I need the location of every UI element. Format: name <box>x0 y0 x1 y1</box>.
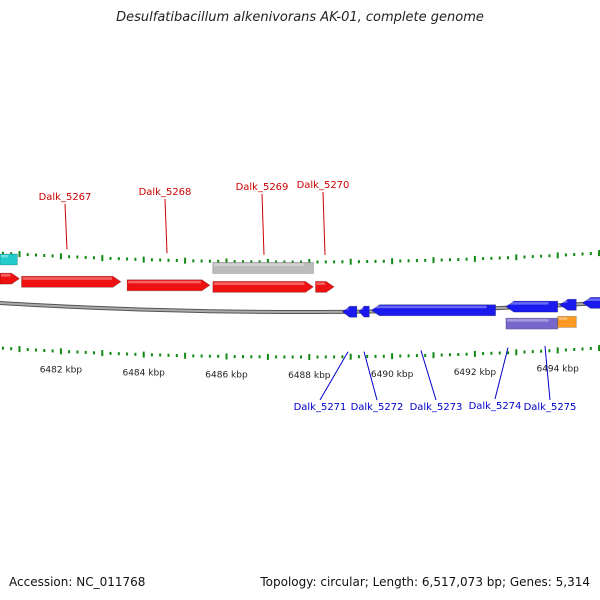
gene-label[interactable]: Dalk_5270 <box>297 180 350 191</box>
gene-label[interactable]: Dalk_5272 <box>351 402 404 413</box>
dalk-5272-bar[interactable] <box>370 304 497 317</box>
dalk-5273-bar[interactable] <box>505 300 559 313</box>
rev-feature-6-bar-gloss <box>506 319 549 322</box>
dalk-5268-bar-gloss <box>128 280 201 284</box>
gene-label[interactable]: Dalk_5267 <box>39 192 92 203</box>
fwd-feature-1-bar-gloss <box>1 255 9 258</box>
axis-label-6484: 6484 kbp <box>122 369 165 379</box>
inner-tick-ring <box>1 345 600 360</box>
rev-feature-6-bar[interactable] <box>505 317 559 330</box>
rev-feature-5-bar[interactable] <box>581 296 600 309</box>
leader-line <box>363 351 378 401</box>
leader-line <box>420 350 437 401</box>
fwd-feature-0-bar-gloss <box>1 274 11 277</box>
dalk-5275-bar-gloss <box>558 317 568 320</box>
rev-feature-5-bar-gloss <box>583 298 600 301</box>
fwd-feature-5-bar-gloss <box>213 263 305 266</box>
accession-text: Accession: NC_011768 <box>9 575 146 589</box>
axis-label-6486: 6486 kbp <box>205 371 248 381</box>
leader-line <box>261 193 265 255</box>
dalk-5267-bar-gloss <box>22 277 112 280</box>
map-title: Desulfatibacillum alkenivorans AK-01, co… <box>116 10 484 25</box>
axis-label-6494: 6494 kbp <box>536 364 579 374</box>
dalk-5270-bar[interactable] <box>315 280 335 293</box>
dalk-5270-bar-gloss <box>316 282 326 285</box>
gene-label[interactable]: Dalk_5275 <box>524 402 577 413</box>
rev-feature-0-bar[interactable] <box>341 305 358 318</box>
axis-label-6488: 6488 kbp <box>288 371 331 381</box>
genome-backbone-highlight <box>0 302 600 314</box>
rev-feature-0-bar-gloss <box>343 307 349 310</box>
leader-line <box>322 191 326 255</box>
fwd-feature-0-bar[interactable] <box>0 272 21 285</box>
dalk-5274-bar[interactable] <box>558 298 577 311</box>
gene-label[interactable]: Dalk_5274 <box>469 401 522 412</box>
genome-summary-text: Topology: circular; Length: 6,517,073 bp… <box>260 575 590 589</box>
dalk-5269-bar[interactable] <box>212 280 315 293</box>
dalk-5272-bar-gloss <box>372 305 487 309</box>
fwd-feature-1-bar[interactable] <box>0 253 18 266</box>
gene-label[interactable]: Dalk_5268 <box>139 187 192 198</box>
outer-tick-ring <box>1 250 600 265</box>
leader-line <box>164 198 168 254</box>
leader-line <box>494 347 509 400</box>
axis-label-6482: 6482 kbp <box>40 365 83 375</box>
leader-line <box>544 345 551 401</box>
dalk-5271-bar[interactable] <box>358 305 370 318</box>
fwd-feature-5-bar[interactable] <box>212 261 314 274</box>
dalk-5275-bar[interactable] <box>557 315 577 328</box>
dalk-5269-bar-gloss <box>213 282 305 285</box>
axis-label-6490: 6490 kbp <box>371 370 414 380</box>
gene-label[interactable]: Dalk_5271 <box>294 402 347 413</box>
axis-label-6492: 6492 kbp <box>454 368 497 378</box>
dalk-5273-bar-gloss <box>506 302 549 305</box>
gene-label[interactable]: Dalk_5273 <box>410 402 463 413</box>
dalk-5267-bar[interactable] <box>21 275 122 288</box>
leader-line <box>319 351 349 401</box>
dalk-5268-bar[interactable] <box>126 279 211 292</box>
gene-label[interactable]: Dalk_5269 <box>236 182 289 193</box>
leader-line <box>64 203 68 250</box>
dalk-5271-bar-gloss <box>359 307 364 310</box>
dalk-5274-bar-gloss <box>560 300 568 303</box>
